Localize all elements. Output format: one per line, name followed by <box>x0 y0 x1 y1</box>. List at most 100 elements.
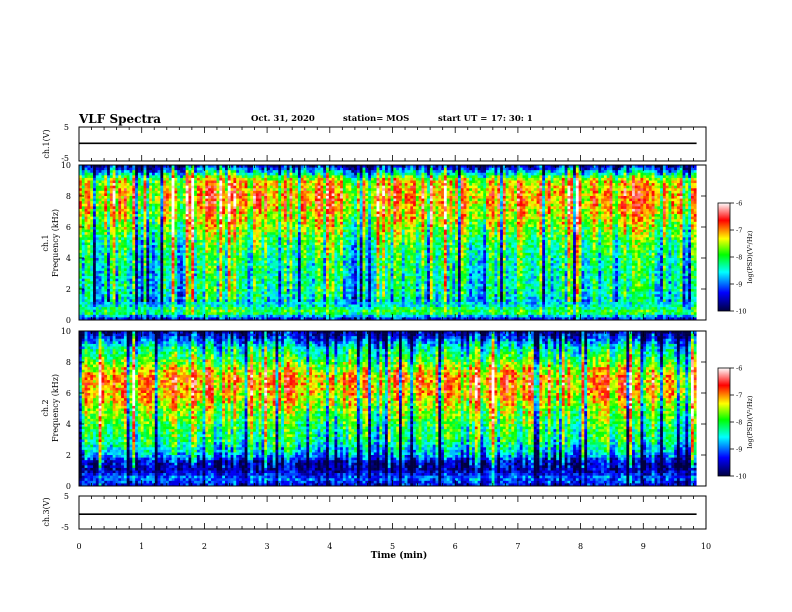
spectrogram-cell <box>309 273 313 277</box>
spectrogram-cell <box>160 281 164 285</box>
spectrogram-cell <box>129 196 133 199</box>
spectrogram-cell <box>219 198 223 202</box>
spectrogram-cell <box>188 196 192 199</box>
spectrogram-cell <box>84 206 88 210</box>
spectrogram-cell <box>81 304 85 308</box>
spectrogram-cell <box>98 211 102 215</box>
spectrogram-cell <box>289 214 293 217</box>
spectrogram-cell <box>118 270 122 274</box>
spectrogram-cell <box>151 167 156 171</box>
spectrogram-cell <box>281 276 285 279</box>
spectrogram-cell <box>219 190 223 194</box>
spectrogram-cell <box>129 211 133 215</box>
spectrogram-cell <box>283 193 288 197</box>
spectrogram-cell <box>149 185 153 189</box>
spectrogram-cell <box>275 170 279 174</box>
spectrogram-cell <box>216 208 220 212</box>
spectrogram-cell <box>199 283 203 287</box>
spectrogram-cell <box>250 250 254 254</box>
spectrogram-cell <box>171 258 175 261</box>
spectrogram-cell <box>236 247 240 251</box>
spectrogram-cell <box>264 304 268 308</box>
spectrogram-cell <box>182 314 186 318</box>
spectrogram-cell <box>104 206 108 210</box>
spectrogram-cell <box>239 239 243 243</box>
spectrogram-cell <box>233 224 237 228</box>
spectrogram-cell <box>160 232 164 236</box>
spectrogram-cell <box>101 216 105 220</box>
spectrogram-cell <box>244 273 248 277</box>
spectrogram-cell <box>171 291 175 295</box>
spectrogram-cell <box>87 258 91 261</box>
spectrogram-cell <box>185 304 189 308</box>
spectrogram-cell <box>253 175 257 179</box>
spectrogram-cell <box>292 183 296 186</box>
spectrogram-cell <box>202 198 206 202</box>
date-label: Oct. 31, 2020 <box>251 114 315 124</box>
spectrogram-cell <box>267 276 271 279</box>
spectrogram-cell <box>272 309 276 313</box>
spectrogram-cell <box>79 208 83 212</box>
spectrogram-cell <box>123 273 128 277</box>
spectrogram-cell <box>160 299 164 303</box>
spectrogram-cell <box>126 208 130 212</box>
spectrogram-cell <box>118 281 122 285</box>
spectrogram-cell <box>312 165 316 168</box>
spectrogram-cell <box>93 180 97 184</box>
spectrogram-cell <box>216 312 220 316</box>
spectrogram-cell <box>109 314 113 318</box>
spectrogram-cell <box>202 294 206 298</box>
spectrogram-cell <box>84 314 88 318</box>
spectrogram-cell <box>239 301 243 305</box>
spectrogram-cell <box>222 270 226 274</box>
spectrogram-cell <box>230 211 234 215</box>
spectrogram-cell <box>250 196 254 199</box>
spectrogram-cell <box>253 286 257 290</box>
spectrogram-cell <box>303 196 307 199</box>
spectrogram-cell <box>81 312 85 316</box>
spectrogram-cell <box>104 234 108 238</box>
spectrogram-cell <box>109 309 113 313</box>
spectrogram-cell <box>210 255 215 259</box>
spectrogram-cell <box>123 193 128 197</box>
spectrogram-cell <box>250 312 254 316</box>
spectrogram-cell <box>177 219 181 223</box>
spectrogram-cell <box>93 286 97 290</box>
spectrogram-cell <box>239 263 243 267</box>
spectrogram-cell <box>283 167 288 171</box>
spectrogram-cell <box>281 245 285 248</box>
spectrogram-cell <box>93 301 97 305</box>
spectrogram-cell <box>258 286 262 290</box>
spectrogram-cell <box>101 227 105 230</box>
spectrogram-cell <box>137 245 142 248</box>
spectrogram-cell <box>112 317 116 321</box>
spectrogram-cell <box>269 172 273 176</box>
spectrogram-cell <box>213 234 217 238</box>
spectrogram-cell <box>149 276 153 279</box>
spectrogram-cell <box>278 260 282 264</box>
spectrogram-cell <box>95 314 99 318</box>
spectrogram-cell <box>115 265 119 269</box>
spectrogram-cell <box>112 301 116 305</box>
spectrogram-cell <box>109 193 113 197</box>
spectrogram-cell <box>163 242 167 246</box>
spectrogram-cell <box>236 250 240 254</box>
spectrogram-cell <box>182 296 186 300</box>
spectrogram-cell <box>191 175 195 179</box>
spectrogram-cell <box>137 255 142 259</box>
spectrogram-cell <box>90 258 94 261</box>
spectrogram-cell <box>196 208 201 212</box>
spectrogram-cell <box>135 219 139 223</box>
spectrogram-cell <box>295 190 299 194</box>
spectrogram-cell <box>281 307 285 310</box>
spectrogram-cell <box>84 296 88 300</box>
spectrogram-cell <box>267 286 271 290</box>
spectrogram-cell <box>306 289 310 292</box>
spectrogram-cell <box>188 201 192 205</box>
spectrogram-cell <box>202 281 206 285</box>
spectrogram-cell <box>171 278 175 282</box>
spectrogram-cell <box>157 185 161 189</box>
spectrogram-cell <box>121 263 125 267</box>
spectrogram-cell <box>244 278 248 282</box>
spectrogram-cell <box>210 312 215 316</box>
